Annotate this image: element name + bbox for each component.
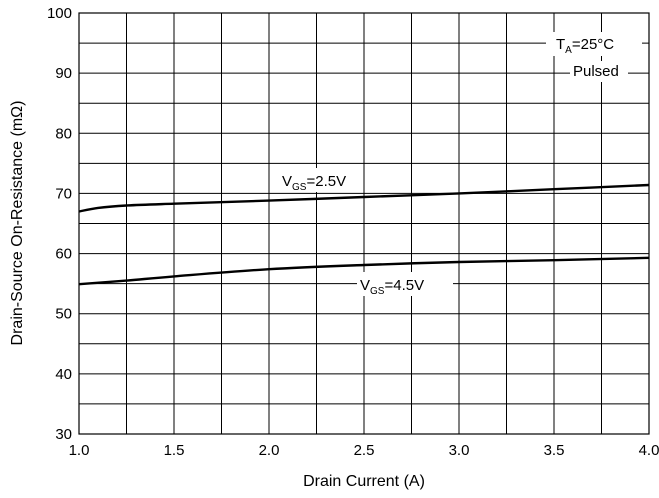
plot-frame (78, 12, 650, 435)
ta-annotation: TA=25°C (556, 36, 614, 56)
x-tick-label: 1.0 (69, 442, 90, 459)
y-tick-labels: 30 40 50 60 70 80 90 100 (47, 5, 72, 443)
y-tick-label: 80 (55, 125, 72, 142)
y-tick-label: 50 (55, 306, 72, 323)
x-tick-label: 3.0 (449, 442, 470, 459)
y-tick-label: 70 (55, 185, 72, 202)
pulsed-annotation: Pulsed (573, 63, 619, 80)
y-tick-label: 40 (55, 366, 72, 383)
y-axis-title: Drain-Source On-Resistance (mΩ) (9, 101, 26, 346)
y-tick-label: 90 (55, 65, 72, 82)
x-tick-label: 2.5 (354, 442, 375, 459)
series-line-vgs-2-5v (78, 183, 650, 213)
x-tick-label: 2.0 (259, 442, 280, 459)
y-tick-label: 30 (55, 426, 72, 443)
x-tick-label: 4.0 (639, 442, 659, 459)
x-tick-labels: 1.0 1.5 2.0 2.5 3.0 3.5 4.0 (69, 442, 659, 459)
x-tick-label: 3.5 (544, 442, 565, 459)
ta-annotation-bg (546, 32, 642, 56)
x-axis-title: Drain Current (A) (303, 473, 425, 490)
pulsed-annotation-bg (570, 61, 628, 82)
series-label-vgs45: VGS=4.5V (360, 277, 424, 297)
y-tick-label: 60 (55, 246, 72, 263)
x-tick-label: 1.5 (164, 442, 185, 459)
series-line-vgs-4-5v (78, 256, 650, 286)
series-label-vgs25: VGS=2.5V (282, 173, 346, 193)
series-label-vgs25-bg (279, 168, 363, 192)
series (78, 183, 650, 286)
y-tick-label: 100 (47, 5, 72, 22)
grid (79, 13, 649, 434)
series-label-vgs45-bg (357, 272, 453, 296)
